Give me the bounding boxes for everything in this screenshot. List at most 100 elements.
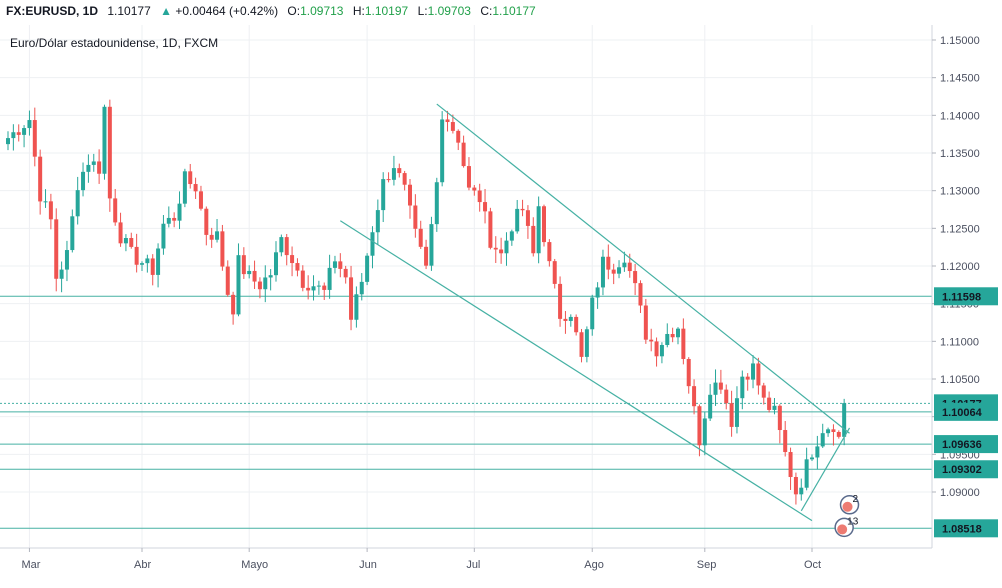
candle-down [563, 318, 568, 321]
candle-down [198, 191, 203, 209]
open-label: O: [287, 4, 301, 18]
candle-down [697, 406, 702, 446]
candle-down [413, 205, 418, 229]
candle-down [386, 179, 391, 181]
candle-down [611, 269, 616, 274]
y-tick-label: 1.10500 [940, 374, 980, 386]
candle-down [129, 238, 134, 247]
candle-down [547, 242, 552, 262]
low-value: 1.09703 [427, 4, 471, 18]
candle-down [638, 283, 643, 306]
level-110064-label-bg [934, 402, 998, 421]
candle-up [70, 216, 75, 251]
x-tick-label: Jun [359, 559, 377, 571]
candle-up [826, 429, 831, 434]
candle-down [788, 452, 793, 478]
candle-down [172, 217, 177, 221]
candle-up [177, 203, 182, 221]
trendlines [339, 103, 851, 522]
level-109302-label-bg [934, 460, 998, 479]
x-tick-label: Mar [21, 559, 40, 571]
candle-down [606, 256, 611, 270]
candle-up [600, 256, 605, 288]
last-price: 1.10177 [107, 4, 151, 18]
level-108518-label-bg [934, 519, 998, 538]
candle-up [81, 171, 86, 191]
event-bubble-13-count: 13 [847, 516, 859, 527]
candle-up [123, 238, 128, 244]
candle-down [322, 285, 327, 290]
symbol-label[interactable]: FX:EURUSD, 1D [6, 4, 99, 18]
upper-channel-line [436, 103, 850, 434]
candle-down [349, 277, 354, 320]
candle-down [424, 246, 429, 266]
candle-down [767, 397, 772, 410]
time-axis[interactable]: Mar Abr Mayo Jun Jul Ago Sep Oct [0, 547, 932, 571]
candle-down [466, 166, 471, 188]
candle-up [536, 206, 541, 254]
candle-up [64, 250, 69, 270]
candle-down [756, 363, 761, 386]
candle-down [241, 255, 246, 275]
candle-down [783, 430, 788, 453]
candle-up [509, 231, 514, 241]
candle-up [182, 171, 187, 204]
candle-down [649, 339, 654, 342]
level-111598-label-bg [934, 287, 998, 306]
y-tick-label: 1.15000 [940, 35, 980, 47]
candle-down [461, 142, 466, 167]
close-label: C: [480, 4, 493, 18]
candle-down [483, 202, 488, 212]
candle-down [300, 270, 305, 288]
candle-up [27, 120, 32, 129]
candle-up [665, 333, 670, 345]
candle-up [702, 418, 707, 446]
candle-down [225, 266, 230, 295]
candle-down [418, 228, 423, 247]
candle-up [751, 363, 756, 380]
candle-up [332, 261, 337, 268]
candle-down [402, 173, 407, 185]
price-axis[interactable]: 1.15000 1.14500 1.14000 1.13500 1.13000 1.125… [931, 25, 998, 548]
candle-up [370, 232, 375, 256]
candle-down [574, 316, 579, 333]
candle-up [568, 316, 573, 321]
candle-down [16, 132, 21, 135]
candle-down [252, 270, 257, 282]
candle-up [22, 128, 27, 135]
candle-down [408, 184, 412, 206]
candle-up [590, 297, 595, 330]
candle-down [499, 249, 504, 254]
candle-down [54, 219, 59, 279]
x-tick-label: Ago [584, 559, 604, 571]
event-bubble-13-flag-icon [837, 524, 848, 535]
candle-down [231, 294, 236, 315]
candle-down [793, 477, 798, 495]
x-tick-label: Jul [466, 559, 480, 571]
candle-down [97, 161, 102, 174]
candle-down [397, 168, 402, 174]
level-109636-label-bg [934, 435, 998, 454]
candle-up [145, 258, 150, 264]
candle-down [456, 130, 461, 143]
lower-channel-line [339, 220, 813, 522]
candle-up [659, 344, 664, 357]
high-value: 1.10197 [364, 4, 409, 18]
candle-down [204, 208, 209, 235]
candle-up [11, 132, 16, 139]
candle-up [268, 275, 273, 278]
candle-up [279, 237, 284, 253]
candle-down [745, 376, 750, 380]
candle-down [306, 287, 311, 291]
candle-up [842, 403, 847, 437]
candle-up [740, 376, 745, 399]
y-tick-label: 1.12500 [940, 223, 980, 235]
candle-up [359, 281, 364, 295]
change-value: +0.00464 (+0.42%) [175, 4, 279, 18]
candle-up [391, 168, 396, 180]
candle-down [188, 171, 193, 185]
candle-down [209, 234, 214, 240]
level-109302-label: 1.09302 [942, 464, 982, 476]
candle-down [338, 261, 343, 269]
